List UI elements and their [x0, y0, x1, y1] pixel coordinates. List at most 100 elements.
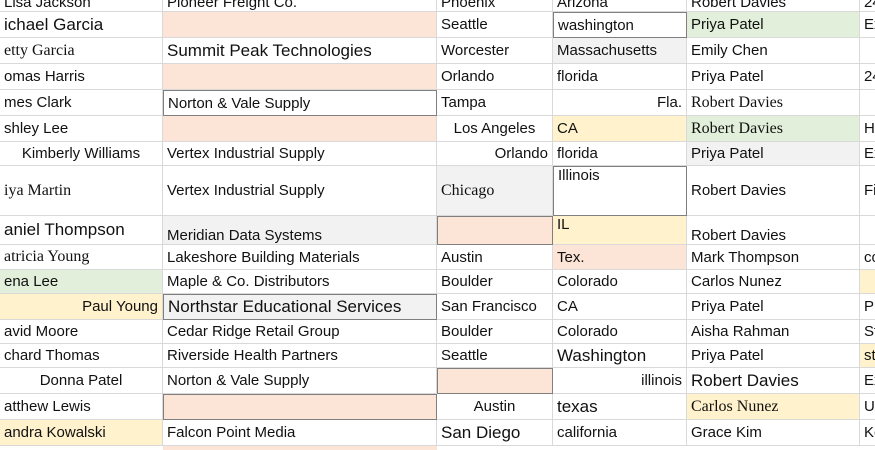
- cell[interactable]: Riverside Health Partners: [163, 344, 437, 368]
- cell[interactable]: [437, 216, 553, 245]
- cell[interactable]: Worcester: [437, 38, 553, 64]
- cell[interactable]: Robert Davies: [687, 216, 860, 245]
- cell[interactable]: Robert Davies: [687, 0, 860, 12]
- cell[interactable]: Tex.: [553, 245, 687, 270]
- cell[interactable]: st: [860, 344, 875, 368]
- cell[interactable]: Cedar Ridge Retail Group: [163, 320, 437, 344]
- cell[interactable]: Pioneer Freight Co.: [163, 0, 437, 12]
- cell[interactable]: atthew Lewis: [0, 394, 163, 420]
- cell[interactable]: Austin: [437, 394, 553, 420]
- cell[interactable]: [163, 394, 437, 420]
- cell[interactable]: Priya Patel: [687, 64, 860, 90]
- cell[interactable]: Chicago: [437, 166, 553, 216]
- cell[interactable]: Boulder: [437, 270, 553, 294]
- cell[interactable]: Aisha Rahman: [687, 320, 860, 344]
- cell[interactable]: Emily Chen: [687, 38, 860, 64]
- cell[interactable]: Orlando: [437, 142, 553, 166]
- cell[interactable]: Los Angeles: [437, 116, 553, 142]
- cell[interactable]: Meridian Data Systems: [163, 216, 437, 245]
- cell[interactable]: 24: [860, 64, 875, 90]
- cell[interactable]: Lakeshore Building Materials: [163, 245, 437, 270]
- cell[interactable]: florida: [553, 64, 687, 90]
- cell[interactable]: iya Martin: [0, 166, 163, 216]
- cell[interactable]: Illinois: [553, 166, 687, 216]
- cell[interactable]: Ex: [860, 12, 875, 38]
- cell[interactable]: [860, 216, 875, 245]
- cell[interactable]: Seattle: [437, 344, 553, 368]
- cell[interactable]: washington: [553, 12, 687, 38]
- cell[interactable]: Colorado: [553, 270, 687, 294]
- cell[interactable]: [860, 90, 875, 116]
- cell[interactable]: shley Lee: [0, 116, 163, 142]
- cell[interactable]: chard Thomas: [0, 344, 163, 368]
- cell[interactable]: illinois: [553, 368, 687, 394]
- cell[interactable]: St: [860, 320, 875, 344]
- cell[interactable]: Mark Thompson: [687, 245, 860, 270]
- cell[interactable]: Fi: [860, 166, 875, 216]
- cell[interactable]: Lisa Jackson: [0, 0, 163, 12]
- cell[interactable]: Robert Davies: [687, 90, 860, 116]
- cell[interactable]: Colorado: [553, 320, 687, 344]
- cell[interactable]: Vertex Industrial Supply: [163, 142, 437, 166]
- cell[interactable]: Paul Young: [0, 294, 163, 320]
- cell[interactable]: [163, 116, 437, 142]
- cell[interactable]: etty Garcia: [0, 38, 163, 64]
- cell[interactable]: [163, 64, 437, 90]
- cell[interactable]: Norton & Vale Supply: [163, 90, 437, 116]
- cell[interactable]: Grace Kim: [687, 420, 860, 446]
- cell[interactable]: Pr: [860, 294, 875, 320]
- cell[interactable]: mes Clark: [0, 90, 163, 116]
- cell[interactable]: 24: [860, 0, 875, 12]
- cell[interactable]: U: [860, 394, 875, 420]
- cell[interactable]: San Diego: [437, 420, 553, 446]
- cell[interactable]: Fla.: [553, 90, 687, 116]
- cell[interactable]: CA: [553, 294, 687, 320]
- cell[interactable]: Carlos Nunez: [687, 394, 860, 420]
- cell[interactable]: co: [860, 245, 875, 270]
- cell[interactable]: andra Kowalski: [0, 420, 163, 446]
- cell[interactable]: Seattle: [437, 12, 553, 38]
- cell[interactable]: Washington: [553, 344, 687, 368]
- cell[interactable]: [860, 38, 875, 64]
- cell[interactable]: IL: [553, 216, 687, 245]
- cell[interactable]: aniel Thompson: [0, 216, 163, 245]
- cell[interactable]: [437, 368, 553, 394]
- cell[interactable]: Arizona: [553, 0, 687, 12]
- cell[interactable]: omas Harris: [0, 64, 163, 90]
- cell[interactable]: Priya Patel: [687, 344, 860, 368]
- cell[interactable]: texas: [553, 394, 687, 420]
- cell[interactable]: california: [553, 420, 687, 446]
- cell[interactable]: Vertex Industrial Supply: [163, 166, 437, 216]
- cell[interactable]: Maple & Co. Distributors: [163, 270, 437, 294]
- cell[interactable]: Phoenix: [437, 0, 553, 12]
- cell[interactable]: Boulder: [437, 320, 553, 344]
- cell[interactable]: Priya Patel: [687, 142, 860, 166]
- cell[interactable]: Robert Davies: [687, 166, 860, 216]
- cell[interactable]: avid Moore: [0, 320, 163, 344]
- cell[interactable]: Orlando: [437, 64, 553, 90]
- cell[interactable]: Ko: [860, 420, 875, 446]
- cell[interactable]: Kimberly Williams: [0, 142, 163, 166]
- cell[interactable]: San Francisco: [437, 294, 553, 320]
- cell[interactable]: CA: [553, 116, 687, 142]
- cell[interactable]: H: [860, 116, 875, 142]
- cell[interactable]: Priya Patel: [687, 294, 860, 320]
- cell[interactable]: Carlos Nunez: [687, 270, 860, 294]
- cell[interactable]: Robert Davies: [687, 368, 860, 394]
- cell[interactable]: [163, 12, 437, 38]
- cell[interactable]: Tampa: [437, 90, 553, 116]
- cell[interactable]: Summit Peak Technologies: [163, 38, 437, 64]
- cell[interactable]: Ex: [860, 142, 875, 166]
- cell[interactable]: Ex: [860, 368, 875, 394]
- cell[interactable]: Northstar Educational Services: [163, 294, 437, 320]
- cell[interactable]: Austin: [437, 245, 553, 270]
- cell[interactable]: ena Lee: [0, 270, 163, 294]
- cell[interactable]: atricia Young: [0, 245, 163, 270]
- cell[interactable]: florida: [553, 142, 687, 166]
- cell[interactable]: [860, 270, 875, 294]
- cell[interactable]: Priya Patel: [687, 12, 860, 38]
- cell[interactable]: Massachusetts: [553, 38, 687, 64]
- cell[interactable]: ichael Garcia: [0, 12, 163, 38]
- cell[interactable]: Robert Davies: [687, 116, 860, 142]
- cell[interactable]: Donna Patel: [0, 368, 163, 394]
